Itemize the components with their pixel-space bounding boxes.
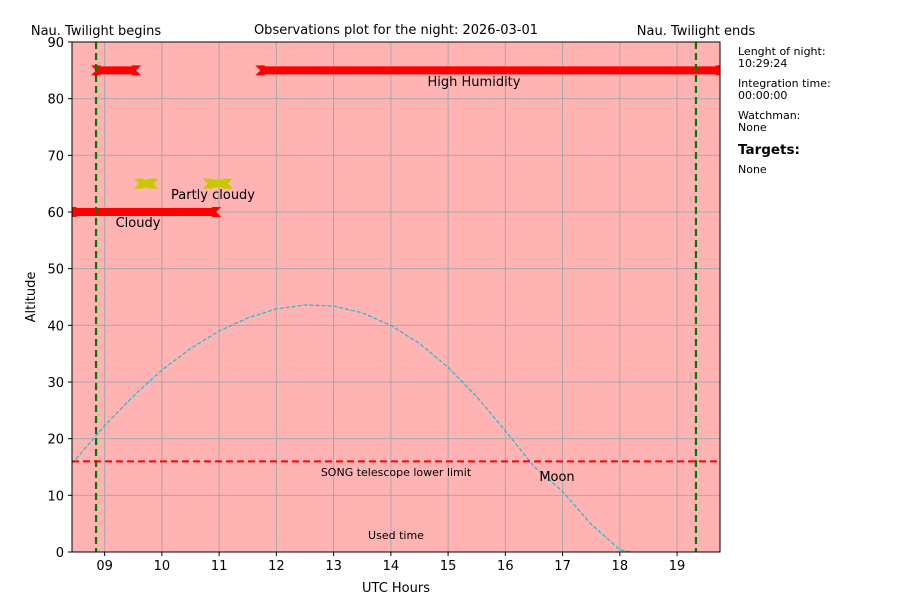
telescope-limit-label: SONG telescope lower limit: [321, 466, 472, 479]
y-tick-label: 10: [47, 489, 64, 504]
night-info-panel: Lenght of night: 10:29:24 Integration ti…: [738, 46, 888, 184]
plot-background: [72, 42, 720, 552]
x-axis-label: UTC Hours: [362, 581, 430, 596]
y-tick-label: 50: [47, 263, 64, 278]
y-tick-label: 30: [47, 376, 64, 391]
x-tick-label: 11: [211, 559, 228, 574]
used-time-label: Used time: [368, 529, 424, 542]
watchman-value: None: [738, 121, 767, 134]
reference-lines: [72, 42, 720, 552]
twilight-ends-label: Nau. Twilight ends: [637, 24, 756, 39]
y-axis-label: Altitude: [24, 272, 39, 323]
night-length-value: 10:29:24: [738, 57, 788, 70]
weather-bar-cap: [131, 65, 142, 76]
weather-bar-cap: [148, 178, 159, 189]
targets-heading: Targets:: [738, 142, 800, 158]
y-tick-label: 40: [47, 319, 64, 334]
x-tick-label: 19: [669, 559, 686, 574]
y-tick-label: 80: [47, 93, 64, 108]
moon-curve: [72, 304, 632, 552]
integration-time-label: Integration time:: [738, 77, 831, 90]
integration-time-value: 00:00:00: [738, 89, 788, 102]
x-tick-label: 14: [383, 559, 400, 574]
weather-bar-cap: [211, 207, 222, 217]
moon-label: Moon: [539, 470, 574, 485]
targets-value: None: [738, 163, 767, 176]
weather-bar-cap: [72, 207, 77, 217]
cloudy-label: Cloudy: [116, 216, 161, 231]
weather-bar: [133, 178, 159, 189]
plot-frame: [71, 41, 721, 553]
weather-bar: [255, 65, 720, 76]
y-tick-label: 90: [47, 36, 64, 51]
weather-bar-cap: [255, 65, 266, 76]
x-tick-label: 12: [268, 559, 285, 574]
y-tick-label: 70: [47, 149, 64, 164]
night-length-label: Lenght of night:: [738, 45, 826, 58]
x-tick-label: 17: [554, 559, 571, 574]
weather-bar: [202, 178, 233, 189]
x-tick-label: 18: [612, 559, 629, 574]
weather-bar-cap: [133, 178, 144, 189]
x-tick-label: 13: [325, 559, 342, 574]
twilight-begins-label: Nau. Twilight begins: [31, 24, 162, 39]
moon-layer: [72, 304, 632, 552]
x-tick-label: 15: [440, 559, 457, 574]
y-tick-label: 0: [56, 546, 64, 561]
weather-bar: [91, 65, 142, 76]
y-tick-label: 60: [47, 206, 64, 221]
weather-bar-cap: [715, 65, 720, 76]
y-tick-label: 20: [47, 433, 64, 448]
high-humidity-label: High Humidity: [428, 75, 521, 90]
axis-ticks: 09 10 11 12 13 14 15 16 17 18 19 0 10 20 30 40 50 60 70 80 9…: [47, 36, 685, 574]
chart-title: Observations plot for the night: 2026-03…: [254, 23, 538, 38]
grid-lines: [72, 41, 720, 553]
weather-bar-cap: [222, 178, 233, 189]
x-tick-label: 10: [154, 559, 171, 574]
watchman-label: Watchman:: [738, 109, 801, 122]
x-tick-label: 16: [497, 559, 514, 574]
weather-bar-cap: [202, 178, 213, 189]
x-tick-label: 09: [96, 559, 113, 574]
partly-cloudy-label: Partly cloudy: [171, 188, 255, 203]
